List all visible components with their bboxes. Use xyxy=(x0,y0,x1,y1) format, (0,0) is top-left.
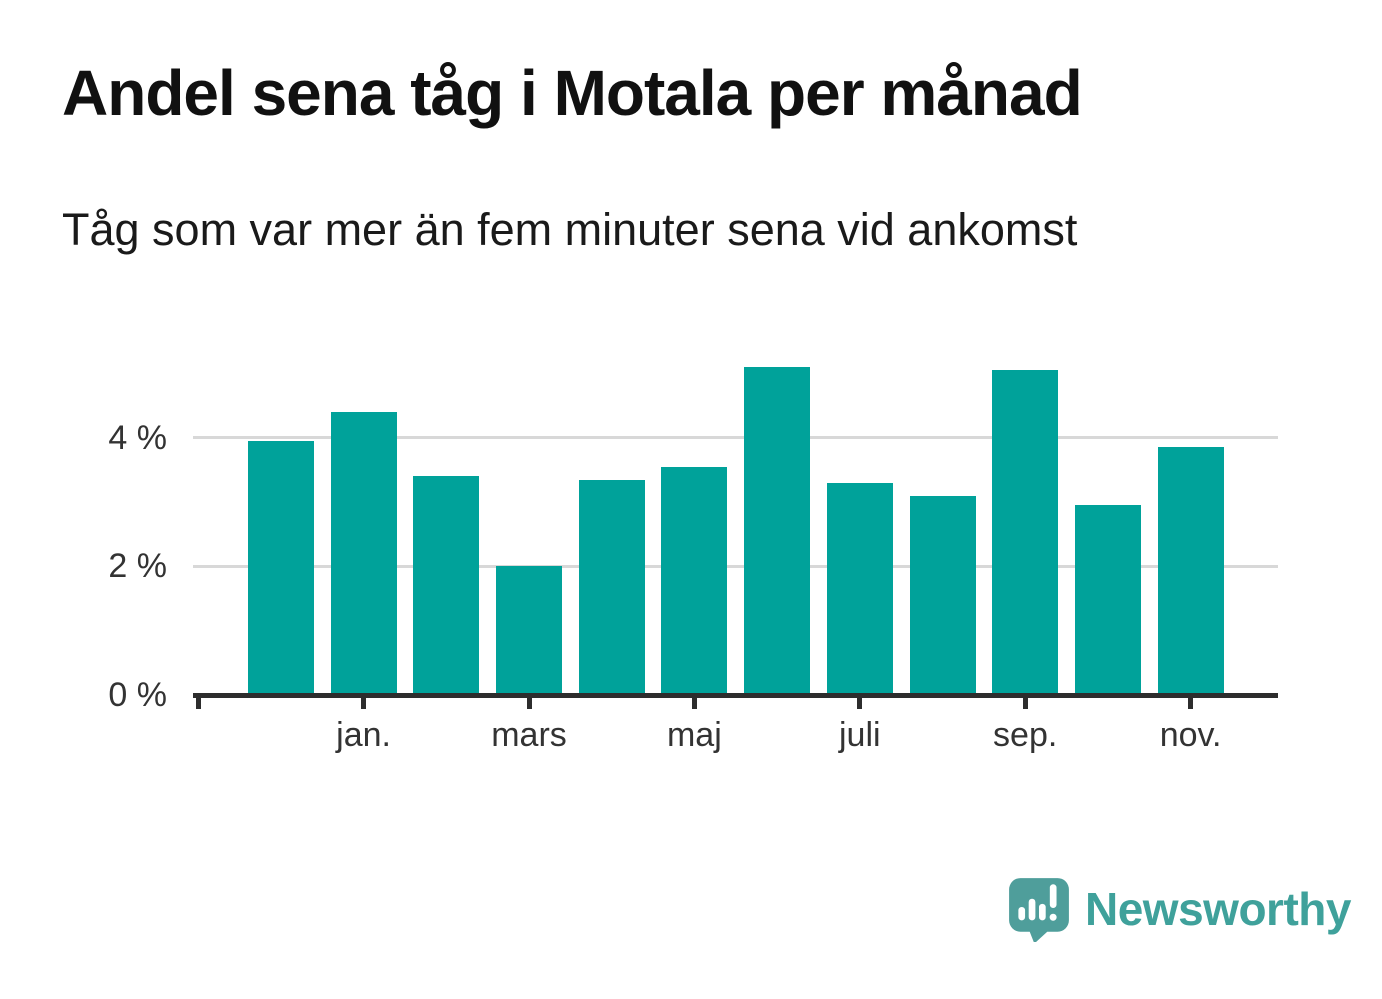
bar xyxy=(247,441,314,695)
chart-subtitle: Tåg som var mer än fem minuter sena vid … xyxy=(62,204,1078,255)
x-axis-tick xyxy=(691,695,697,709)
bar xyxy=(744,367,811,695)
x-axis-origin-tick xyxy=(195,695,201,709)
x-axis-tick-label: maj xyxy=(666,716,722,754)
bar xyxy=(413,476,480,695)
brand-wordmark: Newsworthy xyxy=(1085,883,1351,935)
newsworthy-logo: Newsworthy xyxy=(1006,876,1351,942)
chart-title: Andel sena tåg i Motala per månad xyxy=(62,57,1083,129)
bar xyxy=(578,479,645,695)
bar xyxy=(992,370,1059,695)
y-axis-tick-label: 0 % xyxy=(108,676,167,714)
x-axis-tick-label: jan. xyxy=(336,716,391,754)
bar xyxy=(496,566,562,695)
x-axis-tick-label: sep. xyxy=(993,716,1058,754)
bar xyxy=(909,495,976,695)
gridline xyxy=(193,436,1278,440)
x-axis-tick xyxy=(1022,695,1028,709)
x-axis-tick-label: nov. xyxy=(1159,716,1222,754)
y-axis-tick-label: 4 % xyxy=(108,418,167,457)
x-axis-tick xyxy=(526,695,532,709)
bar xyxy=(330,412,397,695)
x-axis-line xyxy=(193,692,1278,698)
newsworthy-bubble-bar-chart-icon xyxy=(1009,878,1069,942)
bar xyxy=(1157,447,1224,695)
y-axis-tick-label: 2 % xyxy=(108,547,167,586)
x-axis-tick-label: mars xyxy=(491,716,567,754)
x-axis-tick-label: juli xyxy=(839,716,881,754)
x-axis-tick xyxy=(857,695,863,709)
bar xyxy=(826,482,893,695)
gridline xyxy=(193,564,1278,568)
x-axis-tick xyxy=(361,695,367,709)
bar xyxy=(661,466,728,695)
bar xyxy=(1074,505,1141,695)
x-axis-tick xyxy=(1188,695,1194,709)
